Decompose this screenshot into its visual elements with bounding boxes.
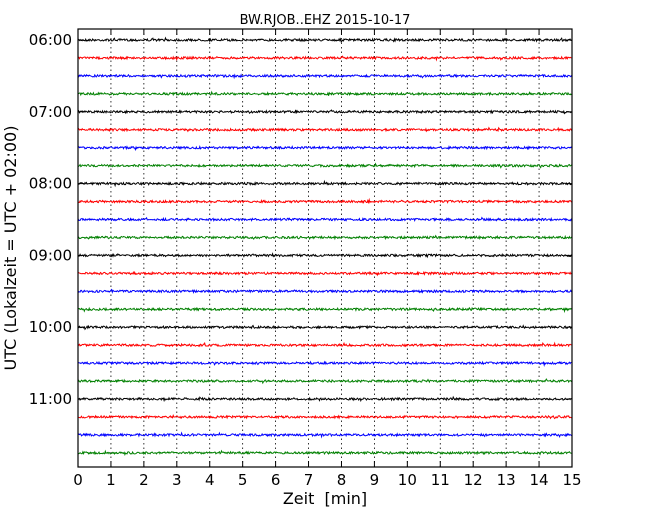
y-tick-label: 09:00 [29,246,72,264]
trace-line-21 [77,395,572,403]
x-tick-label: 14 [530,471,549,489]
trace-line-16 [77,306,572,314]
trace-line-6 [77,126,572,133]
trace-lines [77,36,572,456]
y-tick-label: 06:00 [29,31,72,49]
trace-line-24 [77,449,572,456]
x-tick-label: 12 [464,471,483,489]
trace-line-20 [77,378,572,385]
trace-line-15 [77,288,572,294]
trace-line-2 [77,55,572,62]
trace-line-19 [77,360,572,367]
vertical-grid [110,29,540,467]
x-tick-label: 9 [370,471,380,489]
trace-line-7 [77,145,572,152]
y-tick-label: 07:00 [29,103,72,121]
trace-line-22 [77,414,572,420]
trace-line-9 [77,179,572,188]
x-tick-label: 15 [562,471,581,489]
x-tick-label: 2 [139,471,149,489]
trace-line-11 [77,216,572,223]
x-axis: 0 1 2 3 4 5 6 7 8 9 10 11 12 13 14 15 [73,29,582,489]
trace-line-8 [77,162,572,169]
trace-line-14 [77,270,572,277]
trace-line-4 [77,90,572,97]
trace-line-23 [77,431,572,439]
x-tick-label: 3 [172,471,182,489]
trace-line-1 [77,36,572,43]
trace-line-12 [77,234,572,241]
y-axis: 06:00 07:00 08:00 09:00 10:00 11:00 [29,31,572,408]
plot-frame [77,28,573,468]
x-axis-label: Zeit [min] [283,489,367,508]
chart-title: BW.RJOB..EHZ 2015-10-17 [240,13,411,28]
x-tick-label: 11 [431,471,450,489]
trace-line-18 [77,341,572,348]
x-tick-label: 7 [304,471,314,489]
y-tick-label: 10:00 [29,318,72,336]
x-tick-label: 6 [271,471,281,489]
x-tick-label: 1 [106,471,116,489]
trace-line-10 [77,197,572,205]
x-tick-label: 13 [497,471,516,489]
x-tick-label: 8 [337,471,347,489]
x-tick-label: 4 [205,471,215,489]
trace-line-17 [77,324,572,331]
y-tick-label: 08:00 [29,175,72,193]
y-axis-label: UTC (Lokalzeit = UTC + 02:00) [1,126,20,371]
trace-line-5 [77,109,572,115]
x-tick-label: 5 [238,471,248,489]
trace-line-13 [77,252,572,259]
trace-line-3 [77,73,572,80]
y-tick-label: 11:00 [29,390,72,408]
x-tick-label: 0 [73,471,83,489]
x-tick-label: 10 [398,471,417,489]
